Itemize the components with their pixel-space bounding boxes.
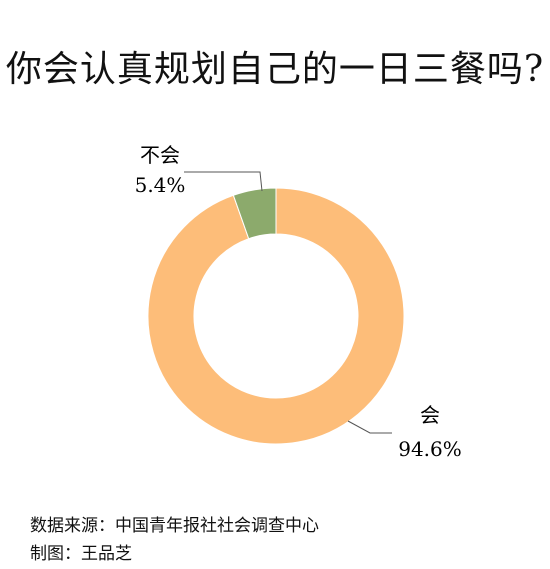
leader-line-hui bbox=[347, 420, 392, 434]
chart-credit: 制图：王品芝 bbox=[30, 544, 132, 564]
slice-label-bu-hui: 不会 bbox=[140, 143, 180, 167]
donut-slices bbox=[147, 187, 405, 445]
leader-line-bu-hui bbox=[184, 171, 263, 192]
slice-value-hui: 94.6% bbox=[398, 437, 462, 461]
slice-value-bu-hui: 5.4% bbox=[135, 173, 186, 197]
donut-slice-bu-hui bbox=[232, 187, 277, 240]
donut-slice-hui bbox=[147, 187, 405, 445]
chart-title: 你会认真规划自己的一日三餐吗? bbox=[5, 49, 545, 90]
slice-label-hui: 会 bbox=[420, 403, 440, 427]
data-source: 数据来源：中国青年报社社会调查中心 bbox=[30, 516, 319, 536]
